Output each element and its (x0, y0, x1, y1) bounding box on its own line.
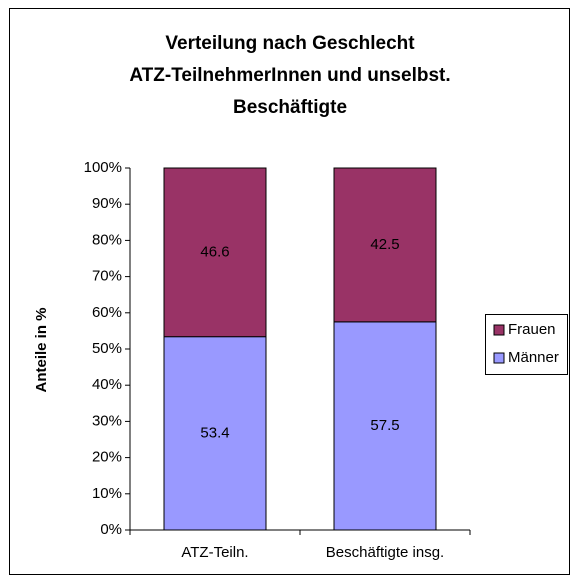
data-label: 42.5 (370, 236, 399, 253)
y-axis-label: Anteile in % (33, 307, 50, 392)
y-tick-label: 60% (92, 304, 122, 321)
y-tick-label: 90% (92, 195, 122, 212)
chart-frame (9, 8, 570, 575)
legend-swatch (493, 324, 505, 336)
legend-swatch (493, 352, 505, 364)
y-tick-label: 0% (100, 521, 122, 538)
chart-title: Beschäftigte (233, 97, 347, 118)
bar-segment (163, 336, 267, 531)
y-tick-label: 100% (84, 159, 122, 176)
y-tick-label: 70% (92, 268, 122, 285)
y-tick-label: 20% (92, 449, 122, 466)
chart-title: ATZ-TeilnehmerInnen und unselbst. (129, 65, 450, 86)
y-tick-label: 10% (92, 485, 122, 502)
legend-label: Männer (508, 349, 559, 366)
y-tick-label: 40% (92, 376, 122, 393)
data-label: 53.4 (200, 424, 229, 441)
chart-title: Verteilung nach Geschlecht (165, 33, 415, 54)
bar-segment (333, 167, 437, 323)
x-tick-label: Beschäftigte insg. (326, 544, 444, 561)
data-label: 46.6 (200, 243, 229, 260)
bar-segment (333, 321, 437, 531)
data-label: 57.5 (370, 417, 399, 434)
x-tick-label: ATZ-Teiln. (181, 544, 248, 561)
y-tick-label: 80% (92, 231, 122, 248)
legend-label: Frauen (508, 321, 556, 338)
y-tick-label: 50% (92, 340, 122, 357)
bar-segment (163, 167, 267, 338)
y-tick-label: 30% (92, 412, 122, 429)
